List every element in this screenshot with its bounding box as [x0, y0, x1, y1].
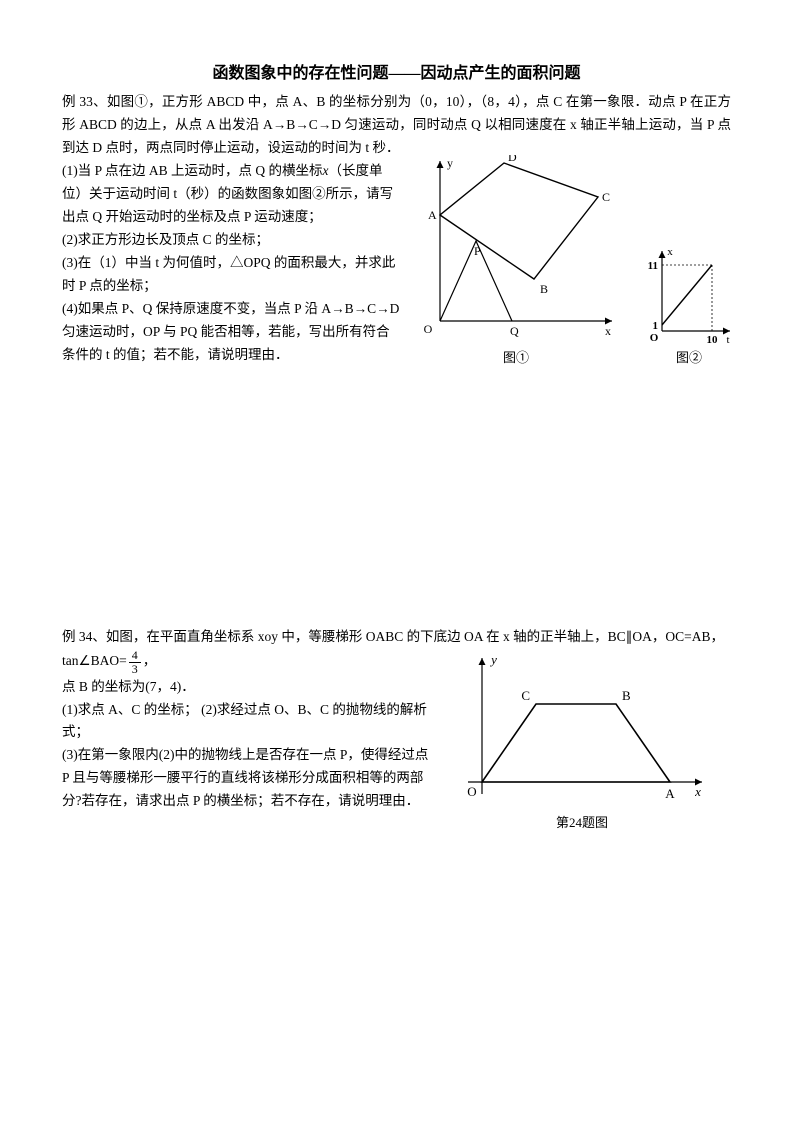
p34-q3: (3)在第一象限内(2)中的抛物线上是否存在一点 P，使得经过点 P 且与等腰梯…	[62, 744, 432, 813]
p34-intro-b: ，	[143, 654, 157, 669]
svg-text:10: 10	[707, 334, 719, 345]
problem-34: 例 34、如图，在平面直角坐标系 xoy 中，等腰梯形 OABC 的下底边 OA…	[62, 626, 731, 813]
page-title: 函数图象中的存在性问题——因动点产生的面积问题	[62, 60, 731, 87]
svg-text:11: 11	[648, 260, 658, 272]
p33-q2: (2)求正方形边长及顶点 C 的坐标；	[62, 229, 402, 252]
svg-text:A: A	[428, 208, 437, 222]
figure-3-caption: 第24题图	[452, 812, 712, 834]
figure-3-svg: Ox y A B C	[452, 650, 712, 810]
frac-num: 4	[129, 649, 141, 663]
svg-text:x: x	[605, 324, 611, 338]
svg-text:x: x	[694, 784, 701, 799]
p33-q1a: (1)当 P 点在边 AB 上运动时，点 Q 的横坐标	[62, 163, 323, 178]
svg-text:C: C	[521, 688, 530, 703]
p33-q1: (1)当 P 点在边 AB 上运动时，点 Q 的横坐标x（长度单位）关于运动时间…	[62, 160, 402, 229]
figure-1-svg: Ox y A B C D P Q	[416, 155, 616, 345]
svg-text:O: O	[650, 332, 659, 344]
p33-q4: (4)如果点 P、Q 保持原速度不变，当点 P 沿 A→B→C→D 匀速运动时，…	[62, 298, 402, 367]
figure-2: Otx11110 图②	[644, 245, 734, 369]
fraction-4-3: 43	[129, 649, 141, 675]
p34-q1: (1)求点 A、C 的坐标； (2)求经过点 O、B、C 的抛物线的解析式；	[62, 699, 432, 745]
svg-text:O: O	[424, 322, 433, 336]
figure-1: Ox y A B C D P Q 图①	[416, 155, 616, 369]
svg-text:y: y	[447, 156, 453, 170]
svg-text:P: P	[474, 244, 481, 258]
p33-q3: (3)在（1）中当 t 为何值时，△OPQ 的面积最大，并求此时 P 点的坐标；	[62, 252, 402, 298]
figure-1-caption: 图①	[503, 347, 529, 369]
problem-33: 例 33、如图①，正方形 ABCD 中，点 A、B 的坐标分别为（0，10），（…	[62, 91, 731, 366]
svg-text:O: O	[467, 784, 476, 799]
svg-text:t: t	[726, 334, 729, 345]
figure-2-svg: Otx11110	[644, 245, 734, 345]
svg-text:y: y	[489, 652, 497, 667]
svg-text:B: B	[622, 688, 631, 703]
svg-text:Q: Q	[510, 324, 519, 338]
svg-text:C: C	[602, 190, 610, 204]
svg-text:D: D	[508, 155, 517, 164]
figure-2-caption: 图②	[676, 347, 702, 369]
svg-text:1: 1	[653, 320, 659, 332]
svg-text:A: A	[665, 786, 675, 801]
svg-text:B: B	[540, 282, 548, 296]
figure-3: Ox y A B C 第24题图	[452, 650, 712, 834]
p33-intro: 例 33、如图①，正方形 ABCD 中，点 A、B 的坐标分别为（0，10），（…	[62, 91, 731, 160]
svg-text:x: x	[667, 246, 673, 258]
p33-figures: OxyABCDPQ 图① Otx11110 图②	[416, 155, 734, 369]
frac-den: 3	[129, 663, 141, 676]
